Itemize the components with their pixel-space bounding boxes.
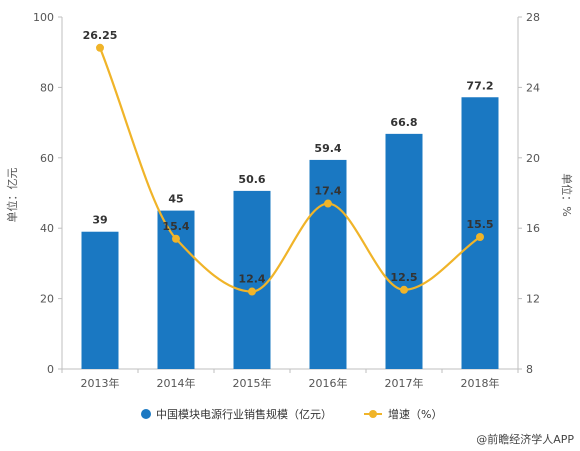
x-tick-label: 2016年 bbox=[309, 376, 348, 390]
legend-line-label: 增速（%） bbox=[388, 407, 442, 421]
growth-data-label: 15.5 bbox=[466, 218, 493, 231]
growth-point bbox=[476, 233, 484, 241]
y-right-tick-label: 24 bbox=[526, 81, 540, 94]
growth-data-label: 12.4 bbox=[238, 273, 265, 286]
bar-data-label: 77.2 bbox=[466, 79, 493, 92]
growth-data-label: 26.25 bbox=[83, 29, 118, 42]
line-series bbox=[96, 43, 484, 296]
legend-bar-label: 中国模块电源行业销售规模（亿元） bbox=[156, 407, 332, 421]
y-right-tick-label: 20 bbox=[526, 152, 540, 165]
growth-line bbox=[98, 47, 481, 293]
y-left-tick-label: 0 bbox=[47, 363, 54, 376]
bar-data-label: 59.4 bbox=[314, 142, 341, 155]
x-tick-label: 2013年 bbox=[81, 376, 120, 390]
growth-point bbox=[400, 285, 408, 294]
y-right-tick-label: 28 bbox=[526, 11, 540, 24]
growth-data-label: 12.5 bbox=[390, 271, 417, 284]
y-right-tick-label: 16 bbox=[526, 222, 540, 235]
legend-bar-swatch bbox=[141, 409, 151, 419]
growth-data-label: 15.4 bbox=[162, 220, 189, 233]
bar bbox=[233, 190, 271, 369]
growth-point bbox=[248, 287, 256, 296]
bar bbox=[309, 159, 347, 369]
growth-point bbox=[96, 43, 104, 52]
growth-point bbox=[172, 234, 180, 243]
legend-line-marker bbox=[369, 410, 377, 418]
data-labels: 39 45 50.6 59.4 66.8 77.2 26.25 15.4 12.4 17.4 12.… bbox=[83, 29, 494, 286]
bar-data-label: 39 bbox=[92, 214, 107, 227]
x-tick-label: 2017年 bbox=[385, 376, 424, 390]
x-tick-label: 2015年 bbox=[233, 376, 272, 390]
bar bbox=[81, 231, 119, 369]
y-left-tick-label: 100 bbox=[33, 11, 54, 24]
legend: 中国模块电源行业销售规模（亿元） 增速（%） bbox=[141, 407, 442, 421]
growth-point bbox=[324, 199, 332, 208]
bar-data-label: 50.6 bbox=[238, 173, 265, 186]
x-tick-label: 2014年 bbox=[157, 376, 196, 390]
y-left-tick-label: 80 bbox=[40, 81, 54, 94]
x-tick-label: 2018年 bbox=[461, 376, 500, 390]
y-left-tick-label: 40 bbox=[40, 222, 54, 235]
y-right-tick-label: 8 bbox=[526, 363, 533, 376]
growth-data-label: 17.4 bbox=[314, 185, 341, 198]
y-left-tick-label: 60 bbox=[40, 152, 54, 165]
bar-data-label: 66.8 bbox=[390, 116, 417, 129]
bar bbox=[385, 133, 423, 369]
y-right-tick-label: 12 bbox=[526, 293, 540, 306]
y-left-tick-label: 20 bbox=[40, 293, 54, 306]
y-left-axis-title: 单位：亿元 bbox=[5, 168, 19, 223]
source-credit: @前瞻经济学人APP bbox=[476, 432, 574, 446]
bar-data-label: 45 bbox=[168, 193, 183, 206]
bar bbox=[157, 210, 195, 369]
axes: 0 20 40 60 80 100 8 12 16 20 24 28 2013年 2014年 2015年 20… bbox=[33, 11, 540, 390]
bar-series bbox=[81, 97, 499, 370]
y-right-axis-title: 单位：% bbox=[560, 173, 574, 216]
